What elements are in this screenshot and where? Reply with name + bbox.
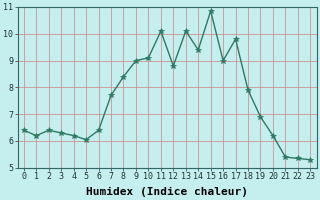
X-axis label: Humidex (Indice chaleur): Humidex (Indice chaleur) [86, 186, 248, 197]
